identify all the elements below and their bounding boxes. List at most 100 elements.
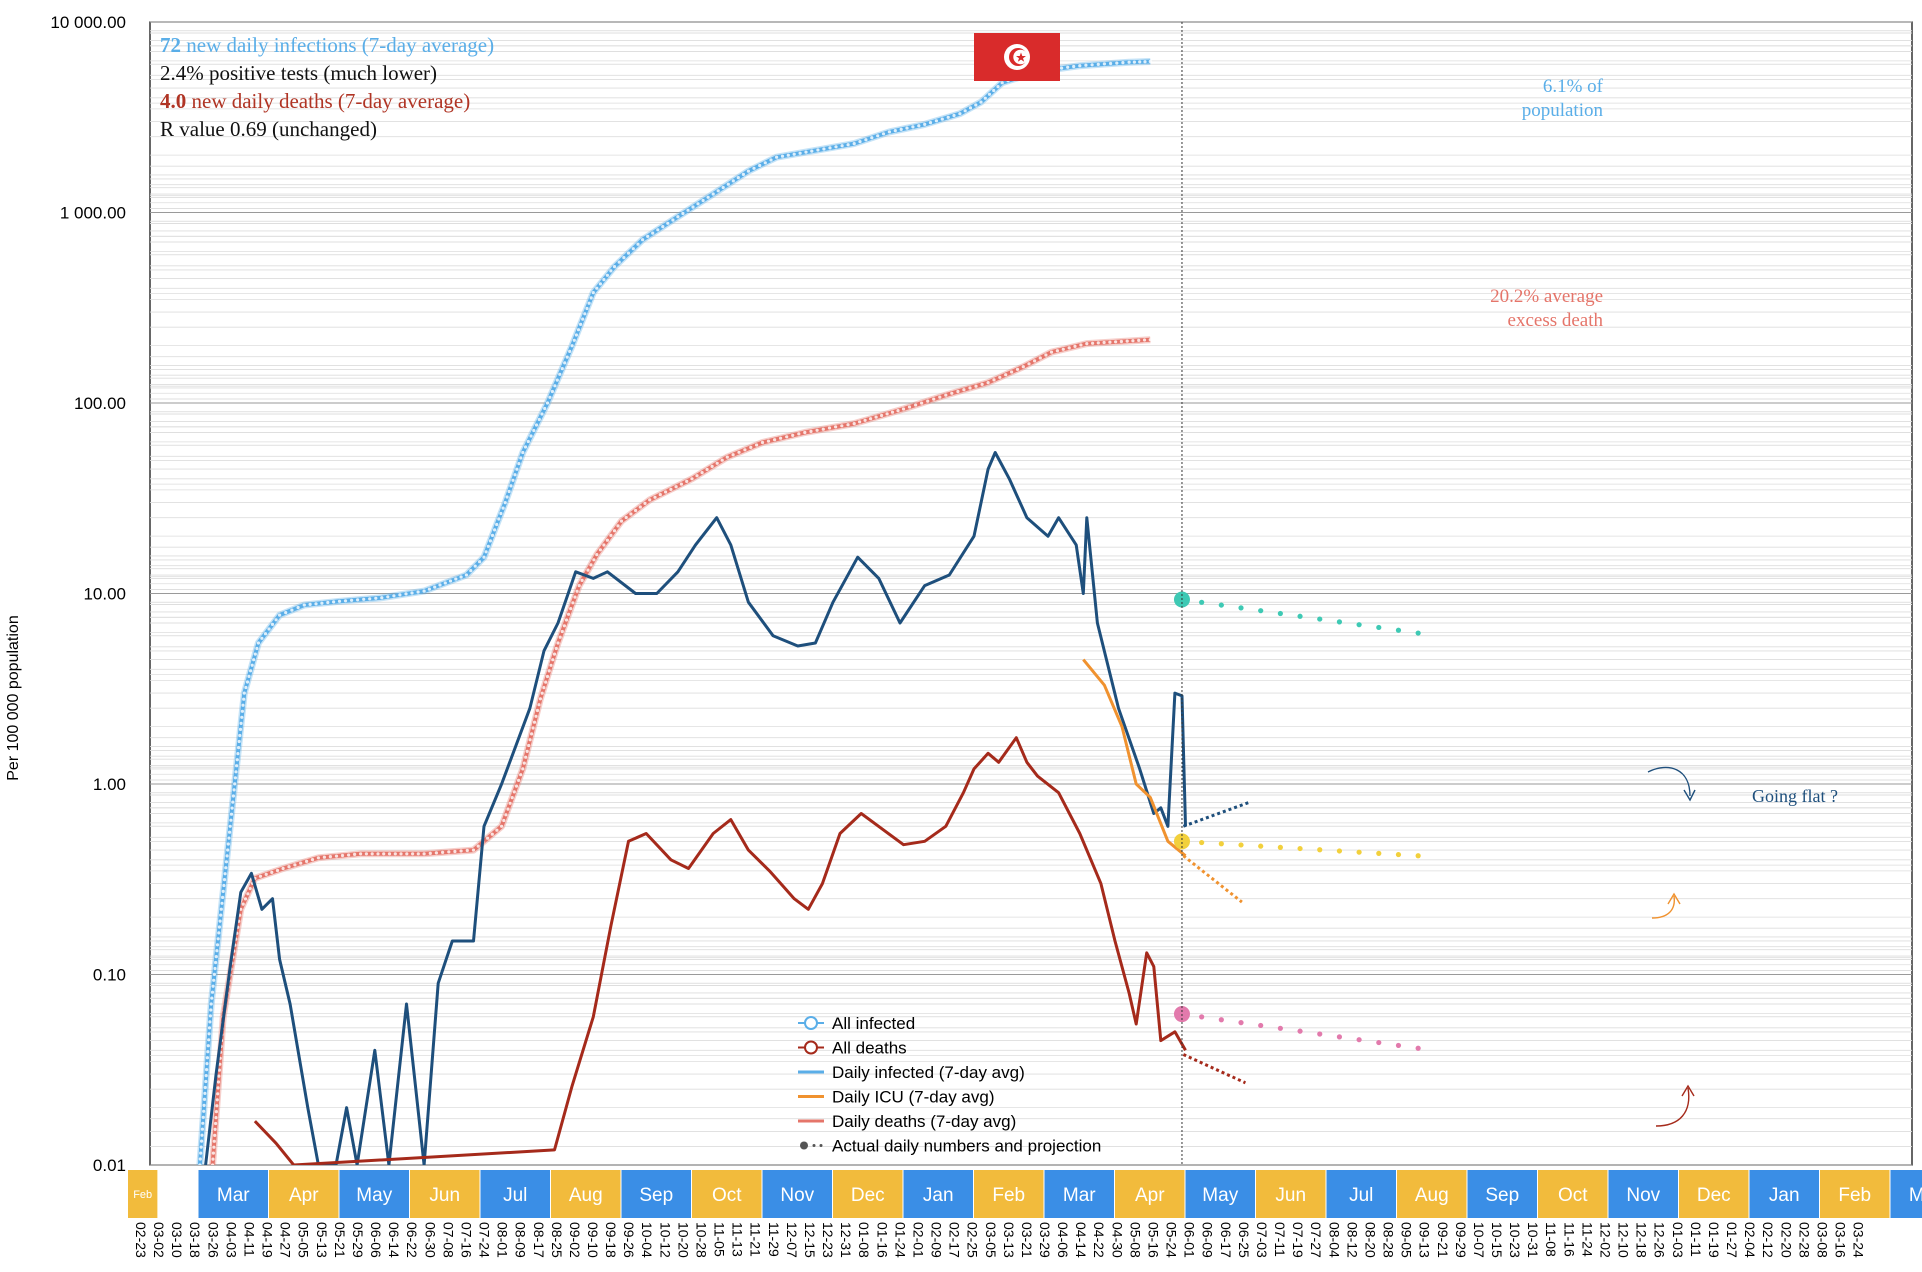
- series-point: [1131, 339, 1135, 343]
- x-tick-label: 02-01: [910, 1222, 926, 1258]
- month-cell-fill: [1608, 1170, 1678, 1218]
- series-point: [567, 612, 571, 616]
- series-all-deaths: [209, 336, 1152, 1165]
- legend: All infected All deaths Daily infected (7-…: [798, 1014, 1101, 1156]
- series-point: [1079, 343, 1083, 347]
- series-point: [571, 601, 575, 605]
- series-point: [517, 462, 521, 466]
- series-point: [209, 1002, 213, 1006]
- series-point: [706, 195, 710, 199]
- series-point: [210, 996, 214, 1000]
- projection-dot: [1336, 848, 1343, 854]
- y-tick-label: 10 000.00: [50, 13, 126, 32]
- series-point: [938, 395, 942, 399]
- series-point: [846, 143, 850, 147]
- series-point: [256, 641, 260, 645]
- series-point: [274, 618, 278, 622]
- series-point: [447, 850, 451, 854]
- x-tick-label: 02-28: [1796, 1222, 1812, 1258]
- series-point: [595, 286, 599, 290]
- series-point: [529, 434, 533, 438]
- series-point: [612, 265, 617, 269]
- x-tick-label: 07-27: [1308, 1222, 1324, 1258]
- x-tick-label: 04-14: [1073, 1222, 1089, 1258]
- series-point: [515, 467, 519, 471]
- series-point: [1119, 339, 1123, 344]
- excess-death-line-2: excess death: [1508, 310, 1604, 331]
- series-point: [382, 852, 386, 856]
- x-tick-label: 12-15: [802, 1222, 818, 1258]
- series-point: [598, 548, 603, 552]
- month-cell: Jun: [410, 1170, 480, 1218]
- legend-swatch-dot: [819, 1144, 823, 1147]
- series-point: [497, 517, 501, 521]
- x-tick-label: 09-29: [1453, 1222, 1469, 1258]
- series-point: [609, 533, 613, 538]
- series-point: [200, 1133, 204, 1137]
- series-point: [979, 100, 983, 104]
- series-point: [216, 1080, 221, 1084]
- month-label: Mar: [217, 1185, 250, 1206]
- series-point: [695, 474, 699, 478]
- series-point: [674, 485, 678, 489]
- series-point: [631, 247, 635, 251]
- projection-dot: [1258, 1022, 1264, 1029]
- projection-dot: [1199, 839, 1205, 846]
- series-point: [207, 1038, 211, 1042]
- x-tick-label: 08-01: [495, 1222, 511, 1258]
- series-point: [512, 790, 516, 794]
- series-point: [874, 415, 878, 419]
- month-label: Aug: [569, 1185, 603, 1206]
- series-point: [525, 749, 529, 754]
- month-cell: Aug: [1397, 1170, 1467, 1218]
- series-point: [263, 632, 268, 636]
- x-tick-label: 11-13: [730, 1222, 746, 1257]
- month-cell: Feb: [974, 1170, 1044, 1218]
- series-point: [568, 349, 572, 353]
- series-point: [996, 85, 1000, 89]
- series-point: [212, 972, 216, 977]
- x-tick-label: 04-27: [278, 1222, 294, 1258]
- title-block: 72 new daily infections (7-day average) …: [160, 33, 494, 141]
- series-point: [245, 680, 250, 684]
- x-tick-label: 08-28: [1381, 1222, 1397, 1258]
- series-point: [499, 511, 503, 516]
- series-point: [222, 883, 226, 888]
- y-tick-label: 0.01: [93, 1156, 126, 1175]
- series-point: [221, 889, 225, 894]
- series-point: [580, 578, 584, 583]
- series-point: [810, 149, 814, 153]
- series-point: [821, 427, 825, 431]
- series-layer: [196, 58, 1187, 1165]
- series-point: [681, 211, 685, 216]
- month-label: Mar: [1063, 1185, 1096, 1206]
- series-point: [326, 600, 330, 605]
- x-tick-label: 03-21: [1019, 1222, 1035, 1258]
- series-point: [215, 943, 220, 947]
- infected-pct-line-2: population: [1522, 100, 1604, 121]
- series-point: [410, 591, 414, 595]
- series-point: [617, 260, 621, 264]
- series-point: [980, 382, 984, 386]
- series-point: [240, 715, 244, 719]
- series-point: [219, 913, 223, 917]
- x-tick-label: 02-25: [965, 1222, 981, 1258]
- series-point: [731, 179, 735, 183]
- x-tick-label: 01-03: [1670, 1222, 1686, 1258]
- series-point: [1109, 61, 1113, 66]
- series-point: [219, 907, 223, 911]
- series-point: [226, 842, 230, 846]
- title-line-2-text: positive tests (much lower): [209, 61, 437, 85]
- x-tick-label: 04-22: [1091, 1222, 1107, 1258]
- series-daily-infected-7-day-avg-: [204, 451, 1187, 1165]
- month-label: Jan: [1769, 1185, 1800, 1206]
- projection-dot: [1395, 1042, 1402, 1049]
- legend-label: Daily deaths (7-day avg): [832, 1112, 1016, 1131]
- series-point: [238, 733, 242, 738]
- series-point: [556, 641, 560, 645]
- x-tick-labels: 02-23 03-02 03-10 03-18 03-26 04-03 04-11 04-19…: [133, 1222, 1867, 1258]
- series-point: [1021, 365, 1025, 369]
- x-tick-label: 05-29: [350, 1222, 366, 1258]
- x-tick-label: 08-12: [1344, 1222, 1360, 1258]
- series-point: [392, 594, 396, 598]
